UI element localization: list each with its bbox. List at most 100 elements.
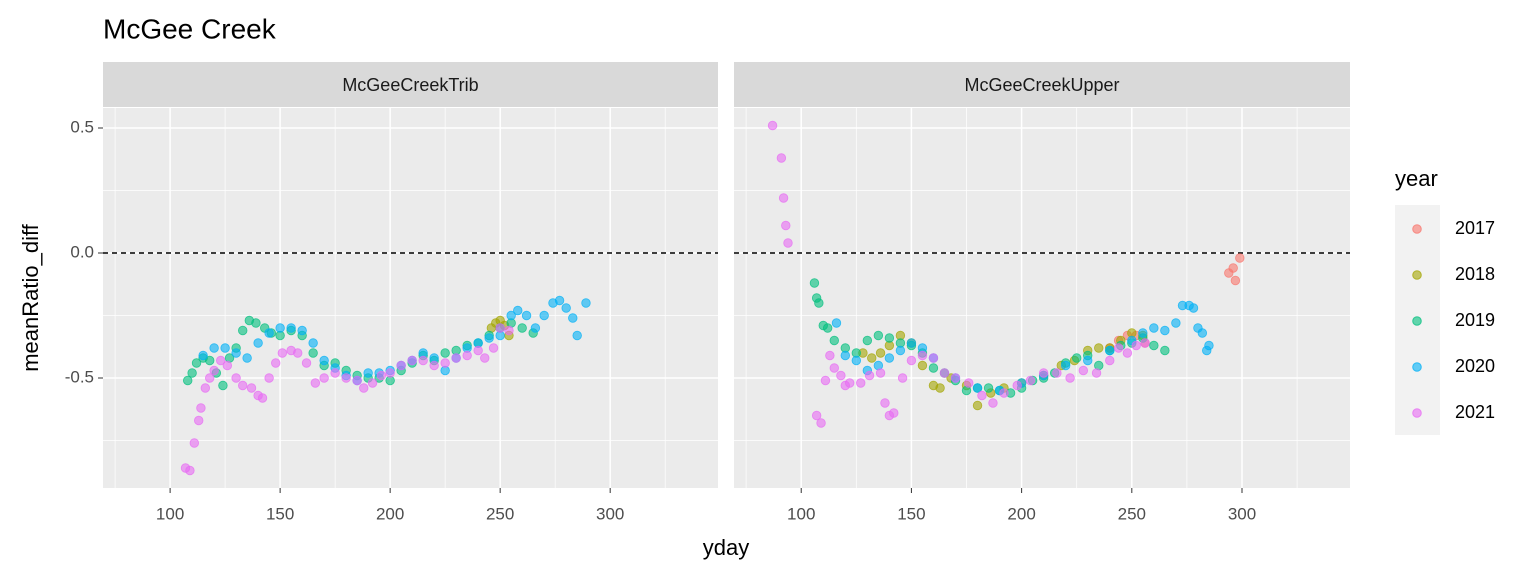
data-point: [1060, 360, 1071, 371]
data-point: [359, 383, 369, 393]
data-point: [972, 383, 983, 393]
data-point: [293, 348, 303, 358]
data-point: [1113, 343, 1124, 353]
data-point: [825, 350, 835, 361]
x-tick-label: 150: [266, 504, 294, 523]
data-point: [906, 338, 917, 348]
data-point: [811, 410, 822, 421]
y-axis-label: meanRatio_diff: [18, 223, 43, 371]
data-point: [488, 343, 499, 353]
data-point: [1197, 328, 1208, 338]
data-point: [440, 348, 450, 358]
data-point: [767, 120, 778, 131]
data-point: [275, 323, 285, 333]
data-point: [875, 348, 886, 358]
data-point: [297, 325, 307, 336]
data-point: [183, 375, 193, 386]
data-point: [238, 325, 248, 336]
data-point: [875, 368, 886, 378]
data-point: [999, 388, 1009, 398]
data-point: [845, 378, 855, 388]
data-point: [539, 310, 549, 321]
data-point: [222, 360, 233, 371]
data-point: [301, 358, 312, 368]
data-point: [935, 383, 945, 393]
y-tick-label: 0.5: [70, 117, 94, 136]
data-point: [264, 328, 274, 338]
legend-key: [1412, 408, 1422, 418]
data-point: [205, 355, 215, 366]
data-point: [964, 378, 974, 388]
facet-strip: [103, 62, 718, 107]
data-point: [205, 373, 215, 383]
data-point: [581, 298, 591, 308]
data-point: [864, 370, 875, 381]
x-tick-label: 100: [787, 504, 815, 523]
legend-label: 2017: [1455, 218, 1495, 238]
data-point: [880, 398, 890, 408]
data-point: [889, 408, 899, 418]
data-point: [271, 358, 281, 368]
x-tick-label: 250: [486, 504, 514, 523]
data-point: [257, 393, 268, 403]
legend-label: 2021: [1455, 402, 1495, 422]
data-point: [1188, 303, 1199, 313]
data-point: [814, 298, 824, 308]
x-tick-label: 150: [897, 504, 925, 523]
data-point: [829, 363, 839, 373]
data-point: [1038, 368, 1049, 378]
data-point: [231, 373, 241, 383]
data-point: [407, 355, 417, 366]
data-point: [376, 370, 387, 381]
data-point: [310, 378, 321, 388]
data-point: [851, 355, 862, 366]
legend-key: [1412, 224, 1422, 234]
data-point: [246, 383, 257, 393]
data-point: [198, 350, 208, 361]
data-point: [1052, 368, 1062, 378]
data-point: [1012, 380, 1022, 391]
data-point: [572, 330, 582, 341]
data-point: [822, 323, 833, 333]
data-point: [1078, 365, 1089, 376]
legend-key: [1412, 362, 1422, 372]
data-point: [977, 390, 987, 401]
data-point: [862, 335, 873, 346]
data-point: [220, 343, 230, 353]
data-point: [1230, 275, 1241, 286]
x-tick-label: 200: [376, 504, 404, 523]
data-point: [264, 373, 274, 383]
data-point: [1228, 263, 1238, 273]
data-point: [286, 323, 296, 333]
data-point: [341, 373, 351, 383]
data-point: [897, 373, 908, 383]
data-point: [484, 333, 494, 343]
x-tick-label: 250: [1118, 504, 1146, 523]
data-point: [277, 348, 288, 358]
data-point: [928, 353, 939, 363]
data-point: [200, 383, 211, 393]
data-point: [1171, 318, 1181, 328]
data-point: [884, 333, 895, 343]
x-tick-label: 300: [1228, 504, 1256, 523]
data-point: [418, 355, 428, 366]
x-tick-label: 300: [596, 504, 624, 523]
data-point: [820, 375, 831, 386]
data-point: [776, 153, 787, 163]
data-point: [988, 398, 998, 408]
data-point: [836, 370, 846, 381]
data-point: [495, 323, 505, 333]
data-point: [829, 335, 839, 346]
data-point: [319, 373, 329, 383]
x-axis-label: yday: [703, 535, 749, 560]
data-point: [352, 375, 362, 386]
facet-title: McGeeCreekTrib: [342, 75, 478, 95]
data-point: [778, 193, 789, 203]
facet-strip: [734, 62, 1350, 107]
data-point: [1065, 373, 1075, 383]
x-tick-label: 200: [1007, 504, 1035, 523]
data-point: [1072, 353, 1082, 363]
data-point: [1149, 323, 1159, 333]
panel-background: [103, 108, 718, 488]
data-point: [218, 380, 228, 391]
